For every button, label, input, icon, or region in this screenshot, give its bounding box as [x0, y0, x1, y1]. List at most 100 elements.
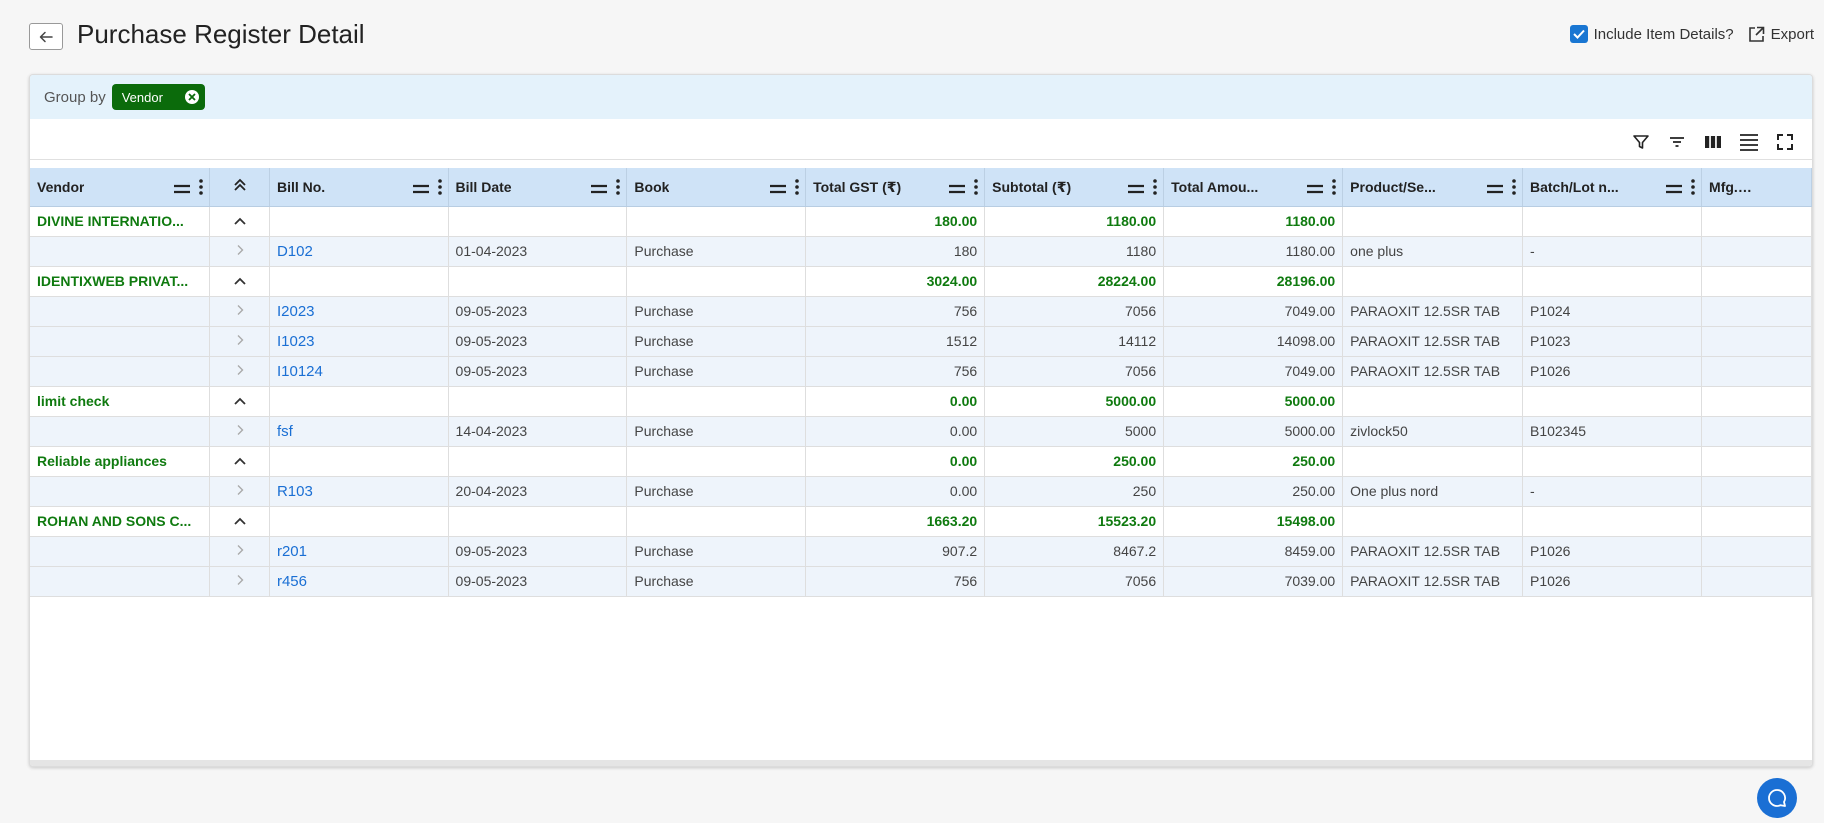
bill-no-link[interactable]: I10124: [269, 356, 449, 387]
density-icon[interactable]: [1738, 131, 1760, 153]
remove-group-icon[interactable]: [184, 90, 199, 104]
column-header[interactable]: Bill No.: [269, 168, 449, 207]
group-toggle-cell[interactable]: [209, 386, 270, 417]
table-row[interactable]: I10124 09-05-2023 Purchase 756 7056 7049.00 PA…: [30, 356, 1812, 387]
table-header-row: Vendor Bill No. Bill Date Book Total GST (₹)…: [30, 168, 1812, 207]
column-drag-icon[interactable]: [1665, 181, 1683, 197]
expand-row-cell[interactable]: [209, 356, 270, 387]
column-header[interactable]: Bill Date: [448, 168, 628, 207]
sort-filter-icon[interactable]: [1666, 131, 1688, 153]
column-header-label: Total GST (₹): [813, 178, 902, 195]
product-cell: one plus: [1342, 236, 1523, 267]
horizontal-scrollbar[interactable]: [30, 760, 1812, 766]
column-drag-icon[interactable]: [173, 181, 191, 197]
column-drag-icon[interactable]: [1306, 181, 1324, 197]
group-row[interactable]: Reliable appliances 0.00 250.00 250.00: [30, 446, 1812, 477]
group-subtotal-cell: 15523.20: [984, 506, 1165, 537]
column-menu-icon[interactable]: [616, 179, 621, 198]
column-drag-icon[interactable]: [590, 181, 608, 197]
chevron-right-icon[interactable]: [236, 243, 244, 259]
group-toggle-cell[interactable]: [209, 206, 270, 237]
group-toggle-cell[interactable]: [209, 266, 270, 297]
expand-row-cell[interactable]: [209, 476, 270, 507]
group-row[interactable]: limit check 0.00 5000.00 5000.00: [30, 386, 1812, 417]
table-row[interactable]: I1023 09-05-2023 Purchase 1512 14112 14098.00…: [30, 326, 1812, 357]
chevron-right-icon[interactable]: [236, 543, 244, 559]
chevron-right-icon[interactable]: [236, 483, 244, 499]
collapse-group-icon[interactable]: [233, 273, 247, 289]
chevron-right-icon[interactable]: [236, 363, 244, 379]
column-header[interactable]: Mfg. Comp...: [1701, 168, 1812, 207]
column-menu-icon[interactable]: [437, 179, 442, 198]
column-header[interactable]: Vendor: [30, 168, 211, 207]
collapse-all-icon[interactable]: [233, 178, 247, 195]
column-header[interactable]: Batch/Lot n...: [1522, 168, 1703, 207]
expand-row-cell[interactable]: [209, 236, 270, 267]
empty-cell: [30, 536, 211, 567]
expand-row-cell[interactable]: [209, 416, 270, 447]
export-button[interactable]: Export: [1748, 26, 1814, 43]
chevron-right-icon[interactable]: [236, 303, 244, 319]
bill-no-link[interactable]: fsf: [269, 416, 449, 447]
collapse-all-header[interactable]: [209, 168, 270, 207]
chat-support-button[interactable]: [1757, 778, 1797, 818]
expand-row-cell[interactable]: [209, 296, 270, 327]
column-drag-icon[interactable]: [1127, 181, 1145, 197]
chevron-right-icon[interactable]: [236, 423, 244, 439]
filter-icon[interactable]: [1630, 131, 1652, 153]
table-row[interactable]: R103 20-04-2023 Purchase 0.00 250 250.00 One p…: [30, 476, 1812, 507]
group-toggle-cell[interactable]: [209, 506, 270, 537]
group-chip-vendor[interactable]: Vendor: [111, 84, 205, 110]
total-amount-cell: 5000.00: [1163, 416, 1344, 447]
table-row[interactable]: r201 09-05-2023 Purchase 907.2 8467.2 8459.00…: [30, 536, 1812, 567]
column-menu-icon[interactable]: [1691, 179, 1695, 198]
column-header[interactable]: Total GST (₹): [805, 168, 986, 207]
expand-row-cell[interactable]: [209, 536, 270, 567]
group-total-cell: 5000.00: [1163, 386, 1344, 417]
table-row[interactable]: I2023 09-05-2023 Purchase 756 7056 7049.00 PAR…: [30, 296, 1812, 327]
expand-row-cell[interactable]: [209, 566, 270, 597]
fullscreen-icon[interactable]: [1774, 131, 1796, 153]
group-row[interactable]: IDENTIXWEB PRIVAT... 3024.00 28224.00 28196…: [30, 266, 1812, 297]
empty-cell: [1701, 446, 1812, 477]
group-row[interactable]: ROHAN AND SONS C... 1663.20 15523.20 15498.…: [30, 506, 1812, 537]
bill-no-link[interactable]: I2023: [269, 296, 449, 327]
table-row[interactable]: r456 09-05-2023 Purchase 756 7056 7039.00 PARA…: [30, 566, 1812, 597]
column-menu-icon[interactable]: [1332, 179, 1336, 198]
column-menu-icon[interactable]: [1153, 179, 1157, 198]
collapse-group-icon[interactable]: [233, 213, 247, 229]
group-row[interactable]: DIVINE INTERNATIO... 180.00 1180.00 1180.00: [30, 206, 1812, 237]
group-toggle-cell[interactable]: [209, 446, 270, 477]
back-button[interactable]: [29, 23, 63, 50]
column-header[interactable]: Product/Se...: [1342, 168, 1523, 207]
chevron-right-icon[interactable]: [236, 573, 244, 589]
column-menu-icon[interactable]: [974, 179, 978, 198]
bill-no-link[interactable]: I1023: [269, 326, 449, 357]
collapse-group-icon[interactable]: [233, 453, 247, 469]
include-item-details-checkbox[interactable]: [1569, 25, 1588, 43]
column-header[interactable]: Book: [626, 168, 807, 207]
column-menu-icon[interactable]: [1512, 179, 1516, 198]
column-menu-icon[interactable]: [795, 179, 799, 198]
collapse-group-icon[interactable]: [233, 393, 247, 409]
bill-no-link[interactable]: r456: [269, 566, 449, 597]
expand-row-cell[interactable]: [209, 326, 270, 357]
column-drag-icon[interactable]: [769, 181, 787, 197]
column-header[interactable]: Subtotal (₹): [984, 168, 1165, 207]
column-drag-icon[interactable]: [1486, 181, 1504, 197]
bill-no-link[interactable]: r201: [269, 536, 449, 567]
column-header[interactable]: Total Amou...: [1163, 168, 1344, 207]
column-drag-icon[interactable]: [948, 181, 966, 197]
subtotal-cell: 14112: [984, 326, 1165, 357]
total-amount-cell: 8459.00: [1163, 536, 1344, 567]
include-item-details-label[interactable]: Include Item Details?: [1593, 25, 1734, 43]
column-menu-icon[interactable]: [199, 179, 204, 198]
table-row[interactable]: fsf 14-04-2023 Purchase 0.00 5000 5000.00 zivl…: [30, 416, 1812, 447]
table-row[interactable]: D102 01-04-2023 Purchase 180 1180 1180.00 one …: [30, 236, 1812, 267]
columns-icon[interactable]: [1702, 131, 1724, 153]
column-drag-icon[interactable]: [412, 181, 430, 197]
bill-no-link[interactable]: R103: [269, 476, 449, 507]
collapse-group-icon[interactable]: [233, 513, 247, 529]
chevron-right-icon[interactable]: [236, 333, 244, 349]
bill-no-link[interactable]: D102: [269, 236, 449, 267]
